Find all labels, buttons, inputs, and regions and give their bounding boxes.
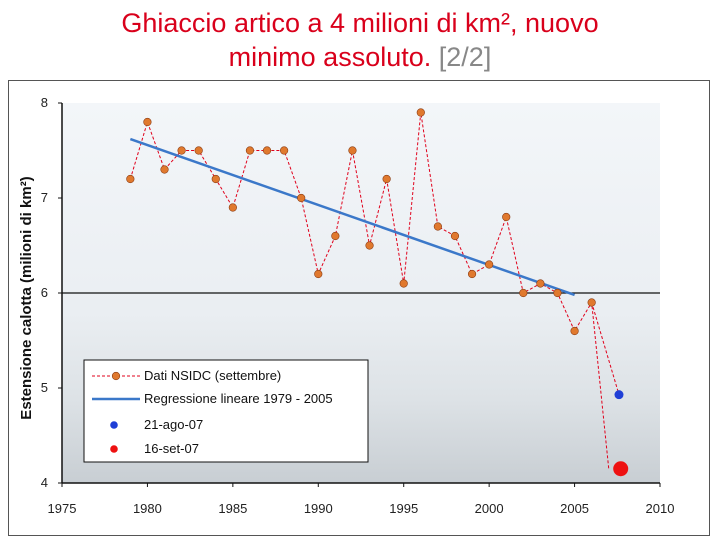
legend-entry-label: 21-ago-07 [144,417,203,432]
page-indicator: [2/2] [438,42,492,72]
x-tick-label: 1990 [304,501,333,516]
x-tick-label: 2000 [475,501,504,516]
x-tick-label: 2005 [560,501,589,516]
data-point [177,146,186,155]
data-point [553,288,562,298]
data-point [126,174,135,184]
data-point [262,146,272,155]
legend-swatch-marker [111,371,121,381]
legend-entry-label: 16-set-07 [144,441,199,456]
legend-swatch-marker [110,421,118,429]
x-tick-label: 1975 [48,501,77,516]
legend-entry-label: Dati NSIDC (settembre) [144,368,281,383]
y-axis-label: Estensione calotta (milioni di km²) [18,176,35,419]
data-point [399,279,408,288]
data-point [194,146,203,155]
data-point [228,203,237,212]
y-tick-label: 8 [41,95,48,110]
data-point [519,288,528,298]
data-point [485,260,494,269]
data-point [245,146,255,155]
legend-box [83,359,369,463]
data-point [416,108,425,117]
x-tick-label: 1995 [389,501,418,516]
legend-entry-label: Regressione lineare 1979 - 2005 [144,391,333,406]
y-tick-label: 7 [41,190,48,205]
data-point [160,165,169,174]
legend: Dati NSIDC (settembre) Regressione linear… [83,359,369,463]
title-line-2: minimo assoluto. [228,42,432,72]
legend-swatch-marker [110,445,118,453]
data-point [450,231,460,241]
x-tick-label: 2010 [646,501,675,516]
data-point [297,193,306,203]
slide-title: Ghiaccio artico a 4 milioni di km², nuov… [0,6,720,74]
data-point [365,241,374,250]
data-point [382,174,391,184]
data-point [467,269,477,279]
data-point [280,146,289,155]
data-point [587,298,596,307]
data-point [331,231,340,241]
title-line-1: Ghiaccio artico a 4 milioni di km², nuov… [121,8,599,38]
data-point [143,117,152,127]
x-tick-label: 1985 [218,501,247,516]
data-point [536,279,545,288]
data-point [570,326,579,336]
y-tick-label: 5 [41,380,48,395]
data-point [211,174,220,184]
x-tick-label: 1980 [133,501,162,516]
data-point [433,222,442,231]
point-21-ago-07 [614,390,624,400]
data-point [348,146,357,155]
regression-line [129,137,575,297]
connector-line [591,302,620,395]
y-tick-label: 6 [41,285,48,300]
y-tick-label: 4 [41,475,48,490]
data-point [502,212,511,222]
data-point [314,269,323,279]
point-16-set-07 [613,461,629,477]
